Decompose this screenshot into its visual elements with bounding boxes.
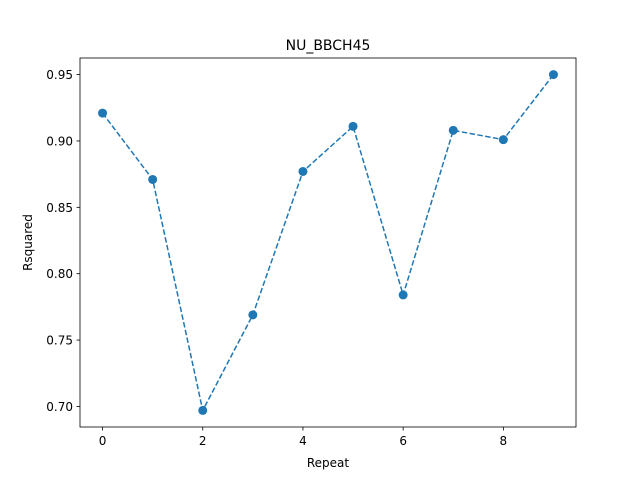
data-point [298, 166, 308, 176]
x-tick-label: 2 [199, 434, 207, 448]
y-tick-label: 0.75 [46, 334, 73, 348]
data-point [98, 108, 108, 118]
axis-ticks: 0 2 4 6 8 0.70 0.75 0.80 0.85 0.90 0.95 [46, 68, 507, 448]
x-axis-label: Repeat [307, 456, 350, 470]
y-axis-label: Rsquared [21, 214, 35, 271]
x-tick-label: 8 [500, 434, 508, 448]
x-tick-label: 4 [299, 434, 307, 448]
data-point [498, 135, 508, 145]
y-tick-label: 0.95 [46, 68, 73, 82]
plot-area [98, 70, 558, 415]
data-point [548, 70, 558, 80]
chart-title: NU_BBCH45 [286, 38, 371, 54]
y-tick-label: 0.80 [46, 267, 73, 281]
data-point [148, 174, 158, 184]
data-point [248, 310, 258, 320]
series-line [101, 74, 555, 413]
data-point [398, 290, 408, 300]
y-tick-label: 0.85 [46, 201, 73, 215]
y-tick-label: 0.90 [46, 134, 73, 148]
data-point [348, 121, 358, 131]
y-tick-label: 0.70 [46, 400, 73, 414]
axes-frame [79, 57, 577, 428]
data-point [448, 125, 458, 135]
data-point [198, 405, 208, 415]
x-tick-label: 0 [99, 434, 107, 448]
x-tick-label: 6 [399, 434, 407, 448]
